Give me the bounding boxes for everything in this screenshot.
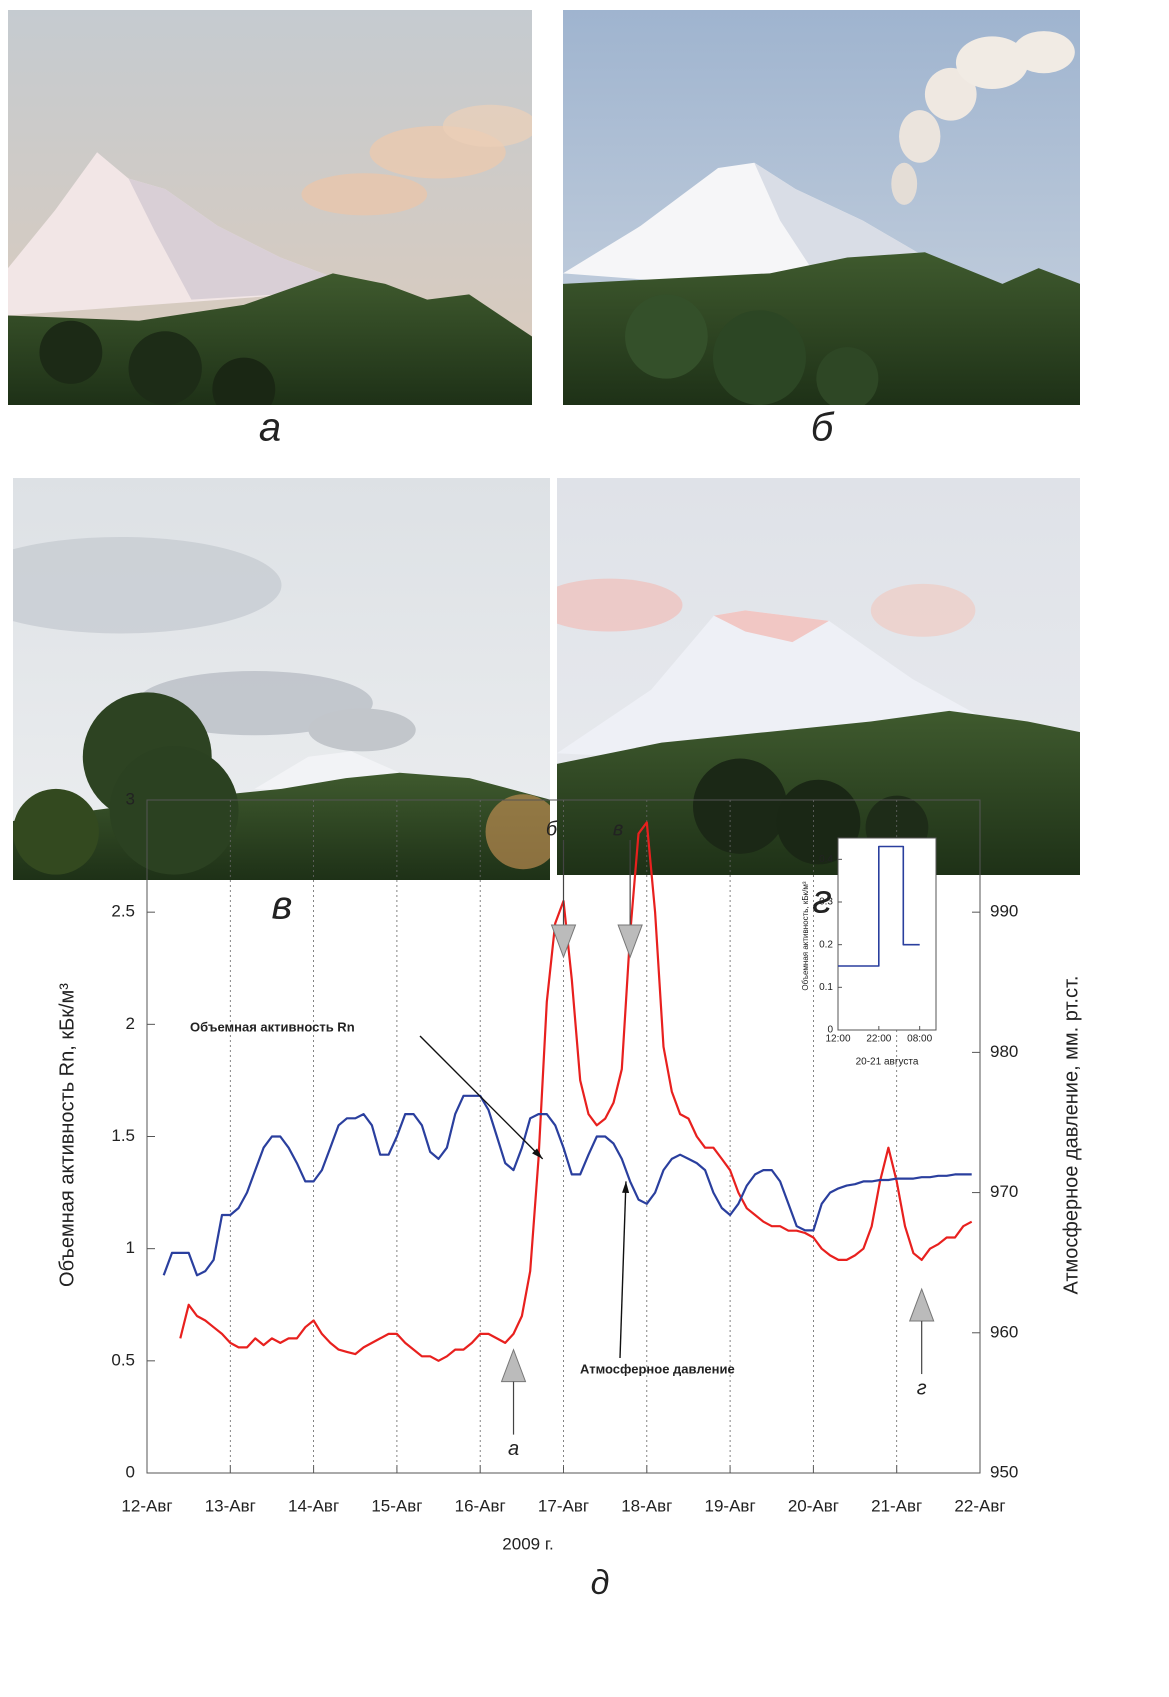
x-tick-label: 22-Авг [954,1496,1005,1515]
x-tick-label: 08:00 [907,1034,932,1045]
annotation-label: Объемная активность Rn [190,1019,355,1034]
y2-tick-label: 990 [990,902,1018,921]
x-tick-label: 14-Авг [288,1496,339,1515]
annotation-arrowhead [908,1287,935,1322]
plot-frame [837,837,937,1031]
x-tick-label: 16-Авг [455,1496,506,1515]
y-tick-label: 1 [126,1238,135,1257]
y-tick-label: 0.2 [819,939,833,950]
y-tick-label: 0 [827,1025,833,1036]
x-tick-label: 19-Авг [705,1496,756,1515]
x-tick-label: 13-Авг [205,1496,256,1515]
y-tick-label: 0.4 [819,854,833,865]
y-tick-label: 2.5 [111,902,135,921]
x-tick-label: 18-Авг [621,1496,672,1515]
y2-tick-label: 980 [990,1042,1018,1061]
photo-label: а [259,406,281,450]
data-line [162,1094,972,1277]
y-tick-label: 0 [126,1462,135,1481]
y-tick-label: 0.1 [819,982,833,993]
y2-tick-label: 960 [990,1322,1018,1341]
x-tick-label: 12-Авг [121,1496,172,1515]
y-axis-label: Объемная активность Rn, кБк/м³ [56,983,78,1287]
x-tick-label: 17-Авг [538,1496,589,1515]
annotation-arrowhead [550,924,577,959]
y2-axis-label: Атмосферное давление, мм. рт.ст. [1060,976,1082,1295]
x-tick-label: 15-Авг [371,1496,422,1515]
photo-d [557,478,1080,875]
annotation-arrowhead [622,1181,630,1193]
inset-y-label: Объемная активность, кБк/м³ [801,881,810,990]
inset-x-label: 20-21 августа [856,1057,919,1068]
y-tick-label: 2 [126,1014,135,1033]
y2-tick-label: 970 [990,1182,1018,1201]
annotation-arrow [619,1181,627,1359]
annotation-label: а [508,1438,519,1460]
x-tick-label: 22:00 [866,1034,891,1045]
annotation-label: в [613,818,623,840]
annotation-arrowhead [500,1348,527,1383]
photo-c [13,478,550,880]
annotation-label: Атмосферное давление [580,1361,735,1376]
y-tick-label: 1.5 [111,1126,135,1145]
data-line [179,821,973,1362]
data-line [838,845,920,967]
x-tick-label: 12:00 [825,1034,850,1045]
annotation-arrowhead [617,924,643,959]
annotation-label: г [917,1377,927,1399]
panel-label: д [591,1564,610,1602]
photo-label: г [812,878,832,922]
y2-tick-label: 950 [990,1462,1018,1481]
annotation-arrowhead [532,1148,543,1159]
x-tick-label: 20-Авг [788,1496,839,1515]
annotation-label: б [546,818,558,840]
x-axis-label: 2009 г. [502,1534,553,1553]
y-tick-label: 0.5 [111,1350,135,1369]
photo-label: б [811,406,835,450]
y-tick-label: 3 [126,789,135,808]
y-tick-label: 0.3 [819,897,833,908]
photo-a [8,10,532,405]
annotation-arrow [419,1035,544,1160]
x-tick-label: 21-Авг [871,1496,922,1515]
photo-b [563,10,1080,405]
photo-label: в [272,884,293,928]
